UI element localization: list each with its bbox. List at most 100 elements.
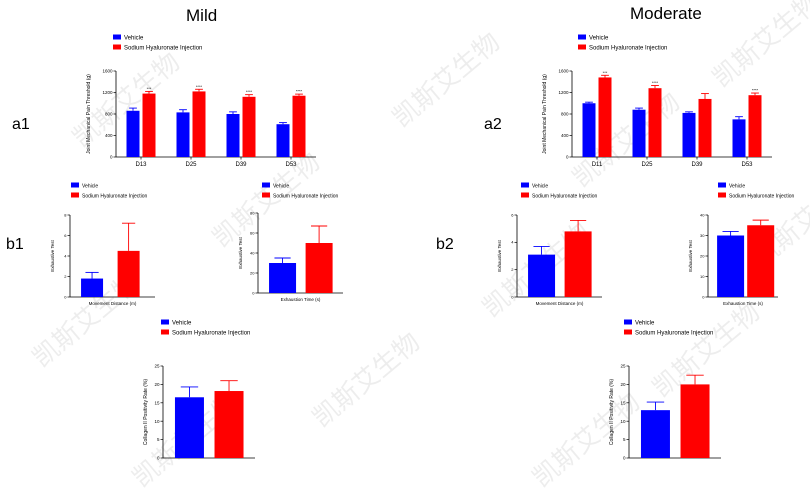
y-tick-label: 1600 (102, 69, 113, 74)
y-tick-label: 4 (64, 253, 67, 258)
significance-label: **** (652, 80, 659, 85)
chart-b2-distance: Vehicle Sodium Hyaluronate Injection 0 2 4 6 E… (497, 182, 602, 306)
chart-a2: Vehicle Sodium Hyaluronate Injection 0 400 8… (542, 34, 772, 168)
y-tick-label: 0 (110, 155, 113, 160)
bar (226, 114, 240, 157)
y-tick-label: 1200 (558, 90, 569, 95)
bar (176, 112, 190, 157)
y-axis-label: Exhaustive Test (688, 240, 693, 272)
y-tick-label: 0 (702, 294, 705, 299)
y-tick-label: 20 (700, 253, 705, 258)
y-tick-label: 0 (157, 456, 160, 461)
legend-label: Vehicle (635, 321, 655, 327)
bar (598, 77, 612, 157)
bar (682, 112, 696, 157)
legend-label: Vehicle (532, 184, 548, 190)
y-axis-label: Joint Mechanical Pain Threshold (g) (542, 74, 548, 154)
legend-swatch (624, 319, 632, 325)
bar (174, 397, 204, 458)
y-tick-label: 25 (620, 364, 626, 369)
y-tick-label: 10 (620, 419, 626, 424)
legend-label: Sodium Hyaluronate Injection (124, 46, 202, 52)
y-tick-label: 20 (154, 382, 160, 387)
legend-swatch (718, 192, 726, 198)
y-tick-label: 80 (250, 210, 255, 215)
legend-label: Sodium Hyaluronate Injection (82, 194, 148, 200)
bar (292, 95, 306, 157)
legend-swatch (624, 329, 632, 335)
bar (192, 91, 206, 157)
y-tick-label: 5 (157, 437, 160, 442)
y-tick-label: 800 (561, 112, 569, 117)
legend-label: Vehicle (589, 36, 609, 42)
significance-label: **** (196, 84, 203, 89)
legend-swatch (262, 182, 270, 188)
bar (305, 243, 333, 293)
legend-label: Sodium Hyaluronate Injection (589, 46, 667, 52)
legend-swatch (521, 192, 529, 198)
panel-label-a2: a2 (484, 116, 502, 133)
y-tick-label: 60 (250, 230, 255, 235)
legend-label: Vehicle (124, 36, 144, 42)
y-tick-label: 15 (154, 400, 160, 405)
y-tick-label: 400 (561, 133, 569, 138)
legend-swatch (71, 192, 79, 198)
bar (747, 225, 775, 297)
significance-label: *** (147, 86, 152, 91)
y-tick-label: 1200 (102, 90, 113, 95)
y-tick-label: 5 (623, 437, 626, 442)
x-tick-label: D39 (691, 162, 703, 168)
significance-label: **** (246, 89, 253, 94)
x-tick-label: D25 (185, 162, 197, 168)
bar (717, 235, 745, 297)
chart-b2-time: Vehicle Sodium Hyaluronate Injection 0 10 20… (688, 182, 795, 306)
panel-label-b1: b1 (6, 236, 24, 253)
bar (142, 93, 156, 157)
bar (242, 96, 256, 157)
x-tick-label: D11 (592, 162, 603, 168)
legend-swatch (161, 329, 169, 335)
y-axis-label: Joint Mechanical Pain Threshold (g) (86, 74, 92, 154)
x-axis-label: Movement Distance (m) (89, 301, 137, 306)
bar (564, 231, 592, 297)
bar (748, 95, 762, 157)
legend-swatch (578, 44, 586, 50)
legend-swatch (113, 34, 121, 40)
legend-label: Vehicle (273, 184, 289, 190)
significance-label: **** (752, 88, 759, 93)
x-axis-label: Exhaustion Time (s) (723, 301, 763, 306)
bar (276, 124, 290, 157)
y-tick-label: 25 (154, 364, 160, 369)
y-tick-label: 15 (620, 400, 626, 405)
bar (680, 384, 710, 458)
x-tick-label: D13 (135, 162, 147, 168)
y-tick-label: 800 (105, 112, 113, 117)
chart-b1-distance: Vehicle Sodium Hyaluronate Injection 0 2 4 6 8… (50, 182, 155, 306)
x-axis-label: Exhaustion Time (s) (281, 297, 321, 302)
y-tick-label: 400 (105, 133, 113, 138)
legend-swatch (161, 319, 169, 325)
y-tick-label: 2 (511, 267, 514, 272)
y-tick-label: 10 (700, 274, 705, 279)
y-tick-label: 0 (623, 456, 626, 461)
x-tick-label: D25 (641, 162, 653, 168)
bar (269, 263, 297, 293)
y-tick-label: 20 (620, 382, 626, 387)
legend-label: Vehicle (172, 321, 192, 327)
bar (81, 278, 104, 297)
y-axis-label: Collagen II Positivity Rate (%) (143, 379, 149, 445)
y-tick-label: 6 (64, 233, 67, 238)
y-axis-label: Collagen II Positivity Rate (%) (609, 379, 615, 445)
y-tick-label: 40 (700, 212, 705, 217)
legend-label: Sodium Hyaluronate Injection (273, 194, 339, 200)
legend-swatch (71, 182, 79, 188)
y-axis-label: Exhaustive Test (50, 240, 55, 272)
chart-c1: Vehicle Sodium Hyaluronate Injection 0 5 10 1… (143, 319, 255, 461)
x-tick-label: D53 (285, 162, 297, 168)
x-tick-label: D39 (235, 162, 247, 168)
y-tick-label: 0 (511, 294, 514, 299)
chart-a1: Vehicle Sodium Hyaluronate Injection 0 400 8… (86, 34, 316, 168)
bar (640, 410, 670, 458)
y-tick-label: 40 (250, 250, 255, 255)
